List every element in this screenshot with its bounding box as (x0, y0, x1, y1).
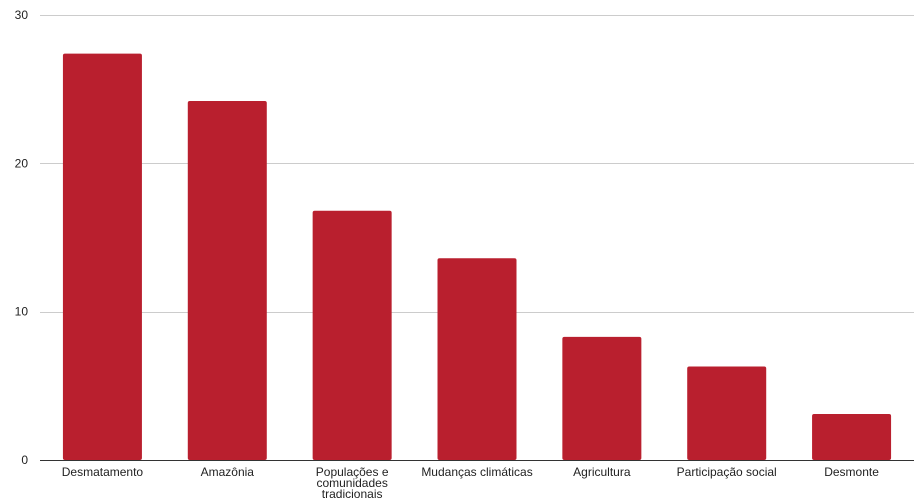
x-axis-labels: Desmatamento Amazônia Populações e comunida… (62, 465, 879, 501)
bars (62, 53, 892, 461)
x-tick-label: Amazônia (201, 465, 255, 479)
y-axis-ticks: 0 10 20 30 (15, 8, 29, 467)
bar-5 (687, 366, 767, 460)
x-tick-label: Mudanças climáticas (421, 465, 532, 479)
x-tick-label: Populações e comunidades tradicionais (316, 465, 389, 501)
y-tick-label: 30 (15, 8, 29, 22)
y-tick-label: 0 (21, 453, 28, 467)
bar-4 (562, 336, 642, 460)
bar-2 (312, 210, 392, 460)
bar-6 (812, 414, 892, 460)
x-tick-label: Desmonte (824, 465, 879, 479)
bar-0 (62, 53, 142, 461)
bar-1 (187, 101, 267, 461)
x-tick-label: Desmatamento (62, 465, 144, 479)
y-tick-label: 10 (15, 305, 29, 319)
x-tick-label: Participação social (677, 465, 777, 479)
bar-3 (437, 258, 517, 460)
y-tick-label: 20 (15, 156, 29, 170)
x-tick-label: Agricultura (573, 465, 631, 479)
